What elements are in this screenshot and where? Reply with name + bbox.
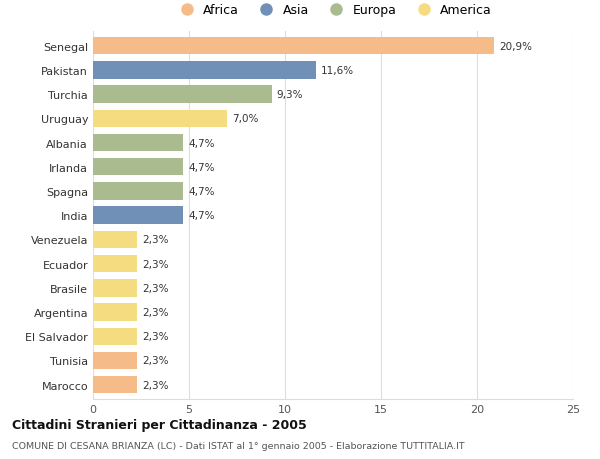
Text: 4,7%: 4,7% [188,211,215,221]
Bar [93,328,137,345]
Bar [93,134,183,152]
Text: 2,3%: 2,3% [142,380,169,390]
Text: 4,7%: 4,7% [188,138,215,148]
Bar [93,304,137,321]
Text: 20,9%: 20,9% [499,42,532,51]
Bar [93,231,137,249]
Text: 9,3%: 9,3% [277,90,303,100]
Bar [93,207,183,224]
Text: 4,7%: 4,7% [188,162,215,173]
Text: 2,3%: 2,3% [142,308,169,317]
Text: 2,3%: 2,3% [142,235,169,245]
Bar [93,352,137,369]
Bar [93,376,137,393]
Text: 2,3%: 2,3% [142,331,169,341]
Text: 2,3%: 2,3% [142,356,169,366]
Text: 7,0%: 7,0% [232,114,259,124]
Text: COMUNE DI CESANA BRIANZA (LC) - Dati ISTAT al 1° gennaio 2005 - Elaborazione TUT: COMUNE DI CESANA BRIANZA (LC) - Dati IST… [12,441,464,450]
Bar [93,111,227,128]
Bar [93,159,183,176]
Text: 2,3%: 2,3% [142,283,169,293]
Bar [93,183,183,200]
Text: 4,7%: 4,7% [188,186,215,196]
Bar [93,86,272,104]
Text: 11,6%: 11,6% [320,66,353,76]
Bar [93,280,137,297]
Text: 2,3%: 2,3% [142,259,169,269]
Bar [93,62,316,79]
Text: Cittadini Stranieri per Cittadinanza - 2005: Cittadini Stranieri per Cittadinanza - 2… [12,418,307,431]
Bar [93,255,137,273]
Bar [93,38,494,56]
Legend: Africa, Asia, Europa, America: Africa, Asia, Europa, America [169,0,497,22]
